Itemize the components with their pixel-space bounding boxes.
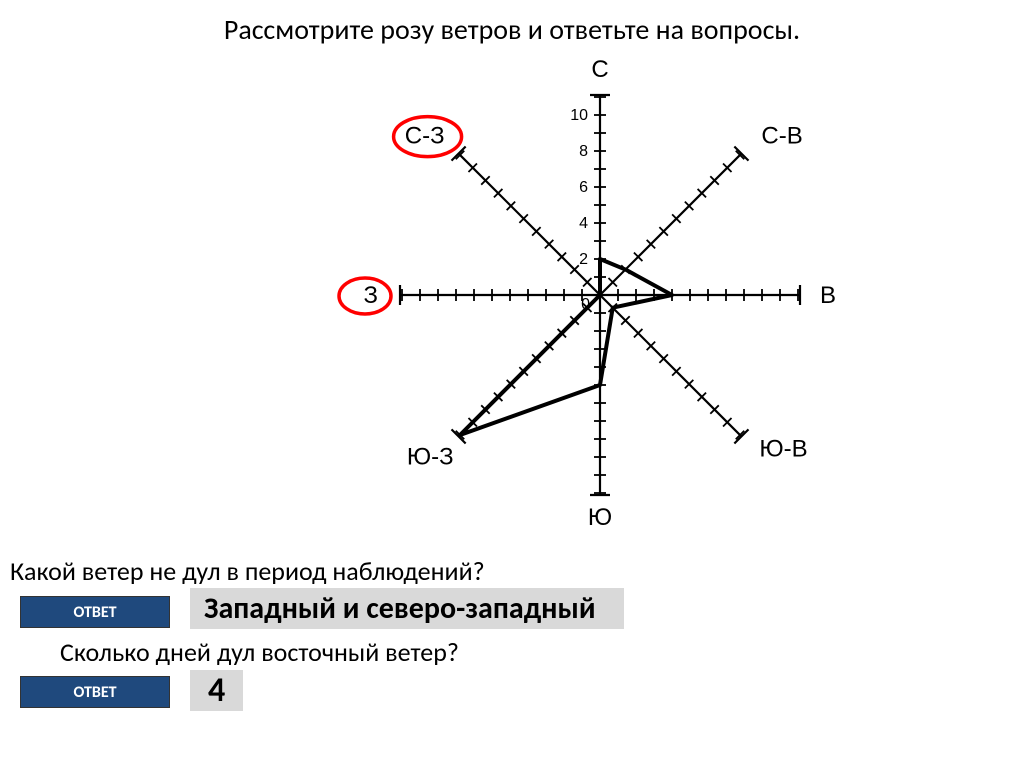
answer-button-1[interactable]: ОТВЕТ	[20, 596, 170, 628]
question-1: Какой ветер не дул в период наблюдений?	[10, 555, 485, 587]
svg-text:8: 8	[579, 143, 588, 160]
svg-text:6: 6	[579, 179, 588, 196]
svg-text:С-З: С-З	[405, 123, 445, 150]
svg-text:С-В: С-В	[761, 123, 802, 150]
svg-text:2: 2	[579, 251, 588, 268]
question-2: Сколько дней дул восточный ветер?	[60, 636, 459, 668]
page-title: Рассмотрите розу ветров и ответьте на во…	[0, 0, 1024, 47]
svg-text:10: 10	[570, 107, 588, 124]
svg-text:В: В	[820, 282, 836, 309]
svg-text:4: 4	[579, 215, 588, 232]
svg-text:Ю-З: Ю-З	[407, 443, 454, 470]
svg-text:Ю-В: Ю-В	[759, 435, 807, 462]
answer-1-text: Западный и северо-западный	[190, 588, 624, 629]
svg-text:З: З	[364, 282, 379, 309]
svg-text:С: С	[591, 56, 608, 83]
svg-text:Ю: Ю	[588, 504, 612, 531]
wind-rose-chart: СС-ВВЮ-ВЮЮ-ЗЗС-З2468100	[300, 55, 900, 535]
answer-button-2[interactable]: ОТВЕТ	[20, 676, 170, 708]
answer-2-text: 4	[190, 670, 243, 711]
